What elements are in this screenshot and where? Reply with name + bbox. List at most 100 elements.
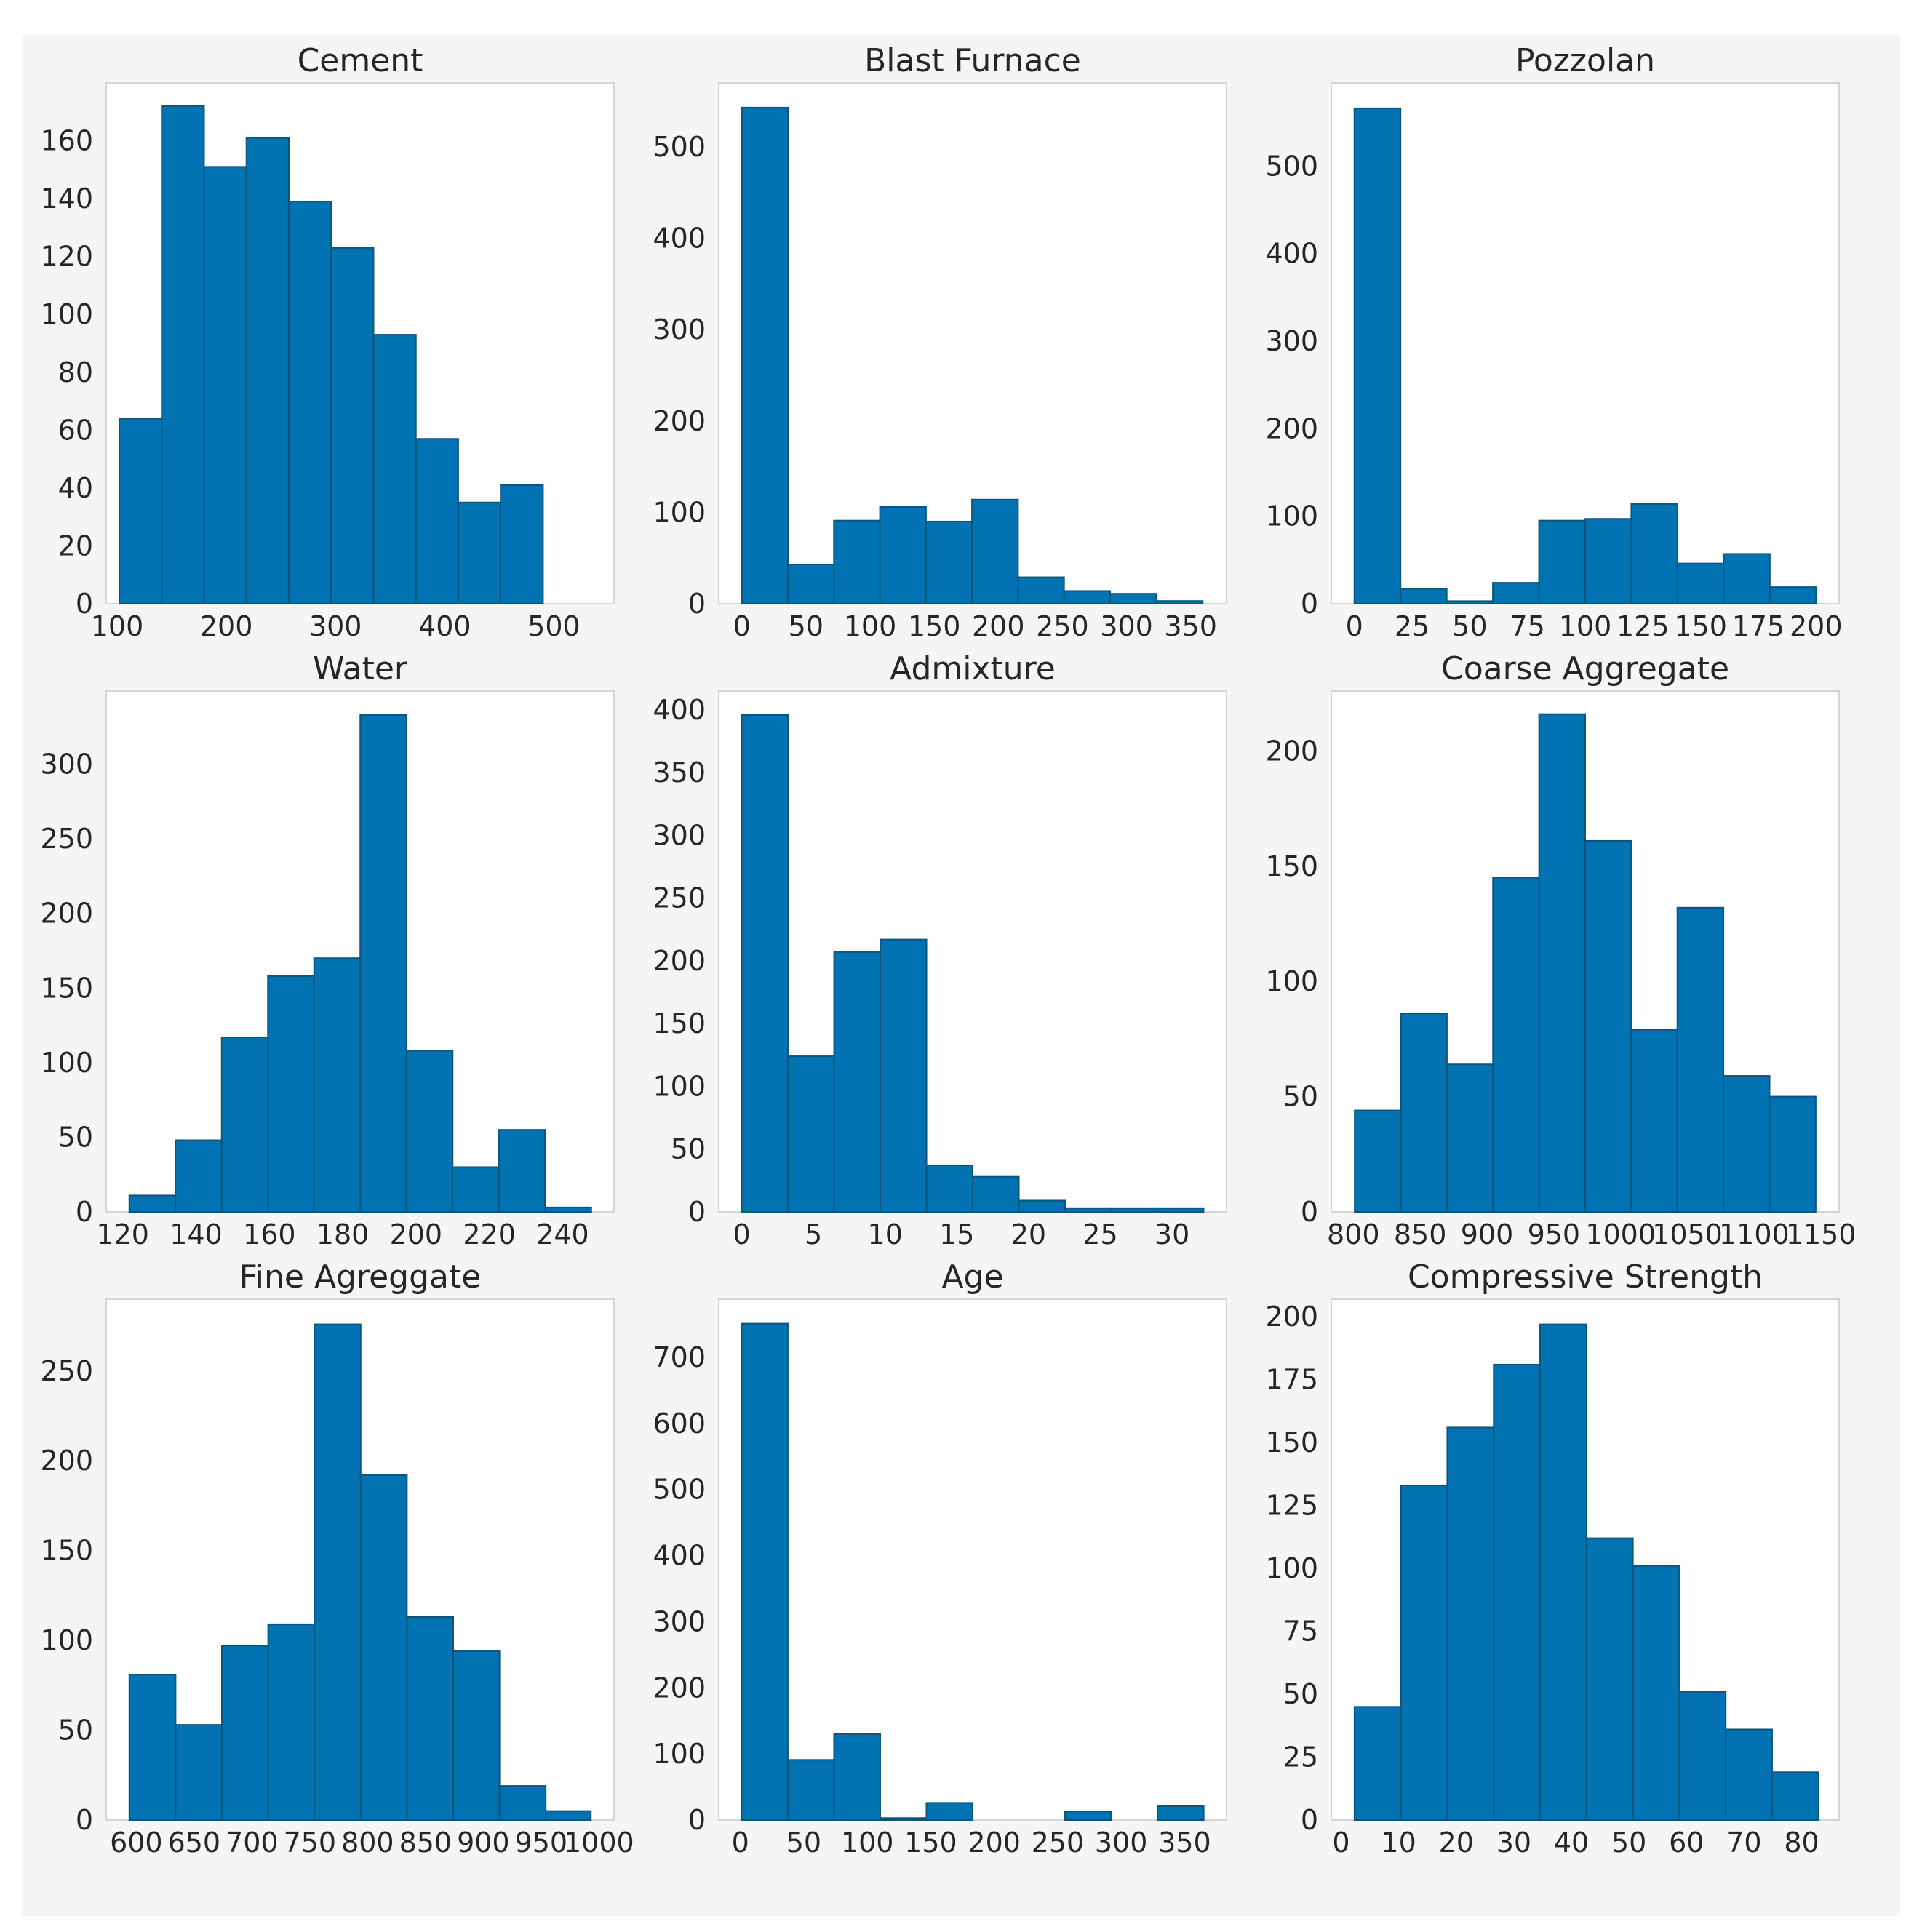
histogram-bar: [128, 1194, 177, 1213]
y-tick-label: 250: [40, 823, 93, 855]
y-tick-label: 200: [40, 898, 93, 930]
chart-age: Age 0 50 100 150 200 250 300 350 0 100 200 300 400 500…: [653, 1258, 1227, 1859]
y-tick-label: 120: [40, 241, 93, 273]
y-tick-label: 300: [40, 749, 93, 781]
y-tick-label: 0: [1301, 1196, 1318, 1228]
x-tick-label: 100: [844, 610, 897, 642]
histogram-bar: [245, 137, 290, 605]
histogram-bar: [500, 484, 544, 605]
histogram-bar: [1400, 1484, 1448, 1821]
x-tick-label: 500: [527, 610, 581, 642]
histogram-bar: [833, 1733, 881, 1821]
chart-title: Coarse Aggregate: [1441, 650, 1729, 687]
histogram-bar: [1400, 1013, 1448, 1213]
x-tick-label: 950: [515, 1827, 568, 1859]
x-tick-label: 200: [972, 610, 1025, 642]
histogram-bar: [1155, 600, 1204, 604]
y-tick-label: 0: [1301, 1804, 1318, 1836]
histogram-bar: [741, 106, 789, 605]
histogram-bar: [457, 501, 502, 604]
histogram-bar: [1630, 1029, 1678, 1213]
histogram-bar: [1769, 1095, 1817, 1213]
y-tick-label: 0: [76, 588, 93, 620]
y-tick-label: 0: [688, 588, 706, 620]
x-tick-label: 250: [1036, 610, 1089, 642]
histogram-bar: [1585, 1537, 1634, 1821]
y-tick-label: 100: [1265, 965, 1318, 997]
x-tick-label: 80: [1784, 1827, 1819, 1859]
y-tick-label: 100: [40, 298, 93, 330]
x-tick-label: 0: [1346, 610, 1363, 642]
histogram-bar: [452, 1650, 501, 1821]
x-tick-label: 40: [1554, 1827, 1589, 1859]
histogram-bar: [1584, 839, 1632, 1213]
y-tick-label: 0: [688, 1804, 706, 1836]
histogram-grid-figure: Cement 100 200 300 400 500 0 20 40 60 80 100 120 140 1…: [22, 35, 1900, 1916]
y-tick-label: 200: [653, 945, 706, 977]
histogram-bar: [203, 166, 247, 605]
histogram-bar: [1064, 1811, 1112, 1821]
histogram-bar: [925, 520, 973, 605]
y-tick-label: 250: [40, 1355, 93, 1387]
chart-title: Age: [941, 1258, 1003, 1296]
histogram-bar: [161, 105, 205, 605]
y-tick-label: 100: [1265, 500, 1318, 532]
histogram-bar: [175, 1139, 223, 1213]
y-tick-label: 0: [1301, 588, 1318, 620]
histogram-bar: [314, 1323, 362, 1821]
histogram-bar: [1017, 576, 1065, 604]
y-tick-label: 0: [688, 1196, 706, 1228]
histogram-bar: [1156, 1207, 1205, 1213]
x-tick-label: 150: [908, 610, 961, 642]
histogram-bar: [972, 1175, 1020, 1213]
y-tick-label: 300: [1265, 325, 1318, 357]
x-tick-label: 1000: [1585, 1218, 1656, 1250]
x-tick-label: 800: [341, 1827, 394, 1859]
histogram-bar: [925, 1165, 974, 1213]
histogram-bar: [545, 1810, 592, 1821]
chart-compressive-strength: Compressive Strength 0 10 20 30 40 50 60 70 80 0 25…: [1265, 1258, 1840, 1859]
x-tick-label: 0: [733, 610, 751, 642]
histogram-bar: [498, 1129, 546, 1213]
y-tick-label: 200: [653, 1672, 706, 1704]
histogram-bar: [741, 1322, 789, 1821]
y-tick-label: 300: [653, 1605, 706, 1637]
x-tick-label: 1000: [564, 1827, 634, 1859]
chart-title: Water: [313, 650, 408, 687]
y-tick-label: 400: [653, 694, 706, 726]
y-tick-label: 300: [653, 314, 706, 346]
x-tick-label: 300: [1095, 1827, 1148, 1859]
x-tick-label: 220: [463, 1218, 516, 1250]
histogram-bar: [1064, 1207, 1112, 1213]
x-tick-label: 200: [200, 610, 253, 642]
y-tick-label: 80: [58, 356, 93, 388]
histogram-bar: [1493, 1363, 1542, 1821]
x-tick-label: 100: [1559, 610, 1612, 642]
histogram-bar: [406, 1616, 454, 1821]
histogram-bar: [313, 957, 362, 1213]
y-tick-label: 140: [40, 183, 93, 215]
x-tick-label: 20: [1439, 1827, 1474, 1859]
histogram-bar: [372, 334, 417, 604]
histogram-bar: [415, 438, 459, 604]
histogram-bar: [787, 563, 835, 604]
histogram-bar: [787, 1055, 835, 1213]
chart-title: Blast Furnace: [864, 42, 1081, 79]
y-tick-label: 50: [1283, 1081, 1318, 1113]
plot-area-pozzolan: [1331, 82, 1840, 604]
y-tick-label: 200: [40, 1445, 93, 1477]
y-tick-label: 0: [76, 1196, 93, 1228]
y-tick-label: 700: [653, 1341, 706, 1373]
y-tick-label: 150: [1265, 850, 1318, 882]
y-tick-label: 60: [58, 414, 93, 446]
y-tick-label: 300: [653, 819, 706, 851]
x-tick-label: 850: [399, 1827, 452, 1859]
histogram-bar: [1446, 1426, 1495, 1821]
y-tick-label: 150: [1265, 1426, 1318, 1458]
y-tick-label: 75: [1283, 1616, 1318, 1648]
histogram-bar: [359, 714, 407, 1213]
histogram-bar: [1018, 1199, 1066, 1213]
